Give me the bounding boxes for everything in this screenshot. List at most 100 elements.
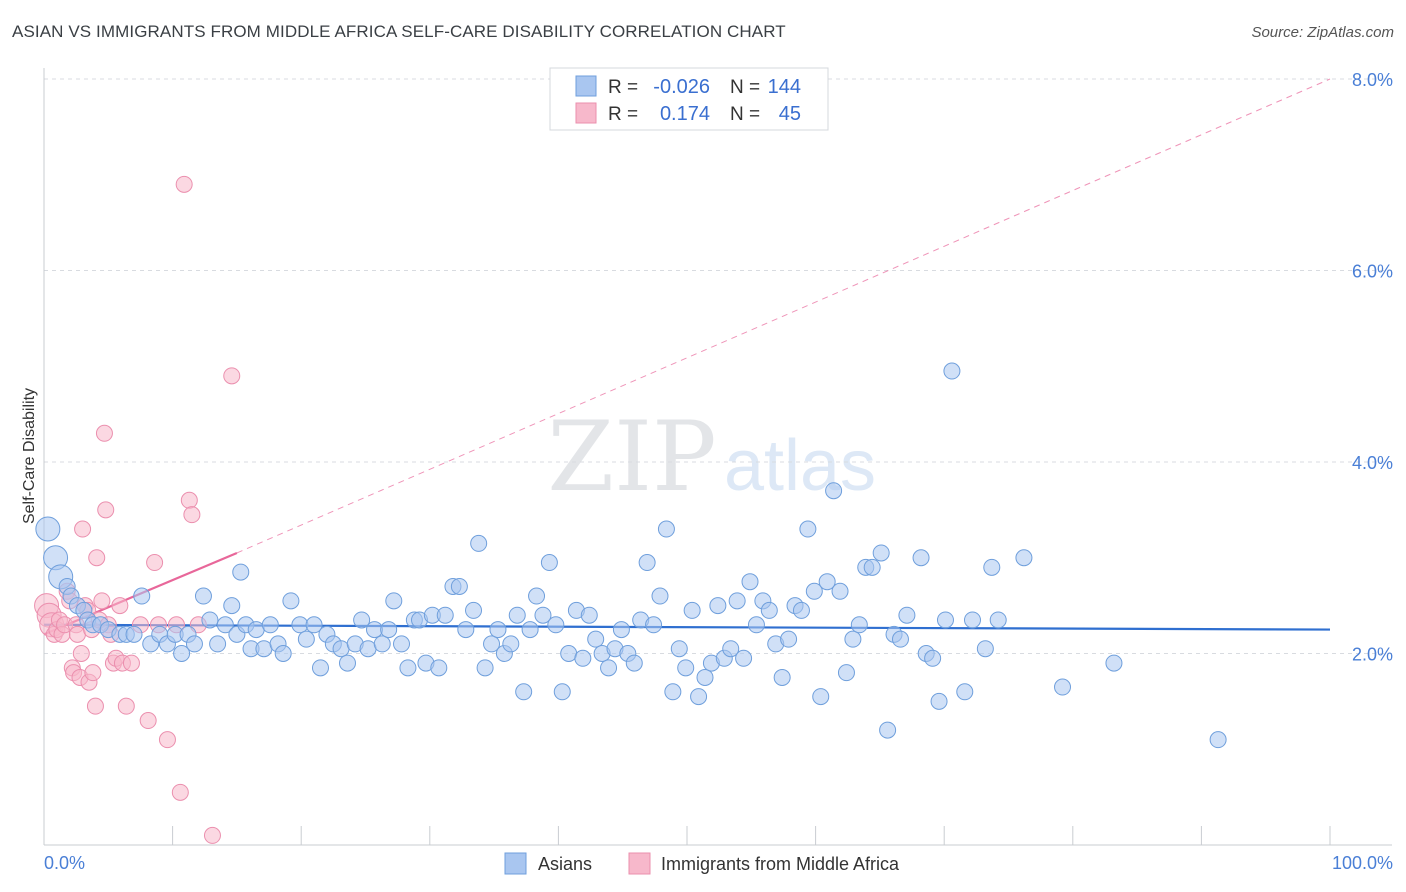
data-point-asian (282, 592, 300, 610)
data-point-asian (956, 683, 974, 701)
data-point-asian (291, 616, 309, 634)
data-point-asian (489, 621, 507, 639)
data-point-asian (709, 597, 727, 615)
data-point-asian (332, 640, 350, 658)
y-axis-label: Self-Care Disability (21, 388, 38, 524)
data-point-asian (983, 558, 1001, 576)
data-point-asian (773, 668, 791, 686)
legend-swatch-africa (575, 102, 597, 124)
series-asians (35, 362, 1227, 749)
data-point-africa (95, 424, 113, 442)
data-point-asian (818, 573, 836, 591)
data-point-asian (645, 616, 663, 634)
data-point-asian (587, 630, 605, 648)
data-point-asian (690, 688, 708, 706)
data-point-asian (670, 640, 688, 658)
data-point-asian (792, 601, 810, 619)
data-point-asian (943, 362, 961, 380)
y-tick-label: 6.0% (1352, 262, 1393, 282)
legend-n-value-africa: 45 (779, 103, 801, 125)
tick-labels: 2.0% 4.0% 6.0% 8.0% 0.0% 100.0% (44, 70, 1393, 873)
legend-r-value-africa: 0.174 (660, 103, 710, 125)
data-point-africa (183, 506, 201, 524)
data-point-africa (72, 645, 90, 662)
trend-line-africa-extension (236, 78, 1331, 554)
data-point-asian (373, 635, 391, 653)
data-point-asian (133, 587, 151, 605)
data-point-asian (728, 592, 746, 610)
data-point-africa (158, 731, 176, 749)
data-point-asian (825, 482, 843, 500)
data-point-asian (185, 635, 203, 653)
data-point-asian (912, 549, 930, 567)
data-point-asian (683, 601, 701, 619)
data-point-asian (677, 659, 695, 677)
data-point-asian (898, 606, 916, 624)
data-point-asian (297, 630, 315, 648)
bottom-legend-asians: Asians (538, 854, 592, 874)
data-point-africa (203, 826, 221, 844)
data-point-asian (476, 659, 494, 677)
data-point-asian (261, 616, 279, 634)
data-point-asian (35, 516, 61, 542)
data-point-africa (223, 367, 241, 385)
data-point-asian (173, 645, 191, 662)
data-point-africa (88, 549, 106, 567)
axes (43, 68, 1392, 846)
data-point-africa (74, 520, 92, 538)
data-point-asian (216, 616, 234, 634)
data-point-asian (625, 654, 643, 672)
legend-r-label-asians: R = (608, 77, 638, 98)
data-point-africa (180, 491, 198, 509)
data-point-asian (366, 621, 384, 639)
data-point-asian (989, 611, 1007, 629)
data-point-africa (146, 554, 164, 572)
data-point-asian (540, 554, 558, 572)
data-point-africa (171, 783, 189, 801)
trend-lines (43, 78, 1331, 636)
data-point-asian (547, 616, 565, 634)
chart-title: ASIAN VS IMMIGRANTS FROM MIDDLE AFRICA S… (12, 22, 786, 41)
data-point-asian (528, 587, 546, 605)
legend-r-value-asians: -0.026 (653, 76, 710, 98)
data-point-asian (470, 534, 488, 552)
data-point-asian (457, 621, 475, 639)
data-point-asian (399, 659, 417, 677)
bottom-legend-swatch-asians (504, 852, 527, 875)
data-point-asian (359, 640, 377, 658)
data-point-asian (799, 520, 817, 538)
data-point-asian (930, 692, 948, 710)
data-point-asian (651, 587, 669, 605)
data-point-africa (117, 697, 135, 715)
data-point-asian (274, 645, 292, 662)
data-point-asian (600, 659, 618, 677)
data-point-asian (805, 582, 823, 600)
data-point-asian (850, 616, 868, 634)
data-point-asian (936, 611, 954, 629)
y-tick-label: 4.0% (1352, 453, 1393, 473)
data-point-asian (831, 582, 849, 600)
y-tick-label: 2.0% (1352, 645, 1393, 665)
data-point-asian (560, 645, 578, 662)
data-point-asian (963, 611, 981, 629)
data-point-asian (1209, 731, 1227, 749)
data-point-asian (125, 625, 143, 643)
data-point-asian (574, 649, 592, 667)
data-point-asian (380, 621, 398, 639)
data-point-asian (502, 635, 520, 653)
data-point-africa (93, 592, 111, 610)
data-point-asian (760, 601, 778, 619)
data-point-asian (1015, 549, 1033, 567)
data-point-asian (450, 577, 468, 595)
legend-n-value-asians: 144 (768, 76, 801, 98)
data-point-africa (84, 664, 102, 682)
data-point-asian (844, 630, 862, 648)
data-point-asian (1054, 678, 1072, 696)
data-point-asian (812, 688, 830, 706)
data-point-asian (385, 592, 403, 610)
watermark-zip: ZIP (547, 401, 716, 513)
data-point-asian (515, 683, 533, 701)
data-point-asian (353, 611, 371, 629)
data-point-africa (97, 501, 115, 519)
